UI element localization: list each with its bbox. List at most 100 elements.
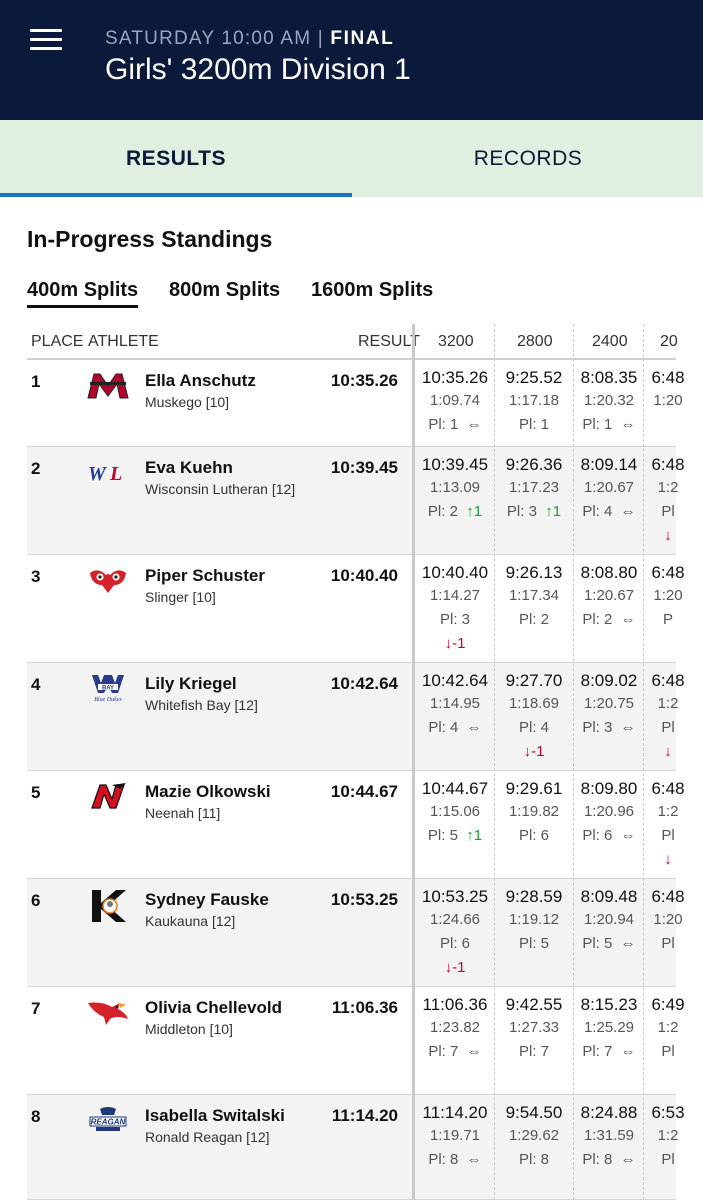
row-divider xyxy=(27,986,676,987)
result-time: 10:42.64 xyxy=(330,674,398,693)
split-place-label: Pl: 8 xyxy=(582,1151,613,1168)
cumulative-time: 9:27.70 xyxy=(505,671,563,690)
split-cell: 6:49 1:2 Pl xyxy=(628,995,703,1067)
tab-records[interactable]: RECORDS xyxy=(473,146,583,170)
cumulative-time: 8:08.35 xyxy=(580,368,638,387)
col-header-2800: 2800 xyxy=(517,333,553,350)
cumulative-time: 9:25.52 xyxy=(505,368,563,387)
athlete-name[interactable]: Sydney Fauske xyxy=(145,890,269,909)
athlete-name[interactable]: Olivia Chellevold xyxy=(145,998,282,1017)
split-cell: 9:29.61 1:19.82 Pl: 6 xyxy=(494,779,574,851)
split-place: Pl: 4 ⇔ xyxy=(569,503,649,527)
cumulative-time: 6:48 xyxy=(651,779,685,798)
split-place-label: P xyxy=(662,611,673,628)
split-place xyxy=(628,416,703,440)
row-divider xyxy=(27,662,676,663)
split-place: Pl: 7 ⇔ xyxy=(415,1043,495,1067)
row-divider xyxy=(27,554,676,555)
tab-bar: RESULTS RECORDS xyxy=(0,120,703,197)
split-tab-400m[interactable]: 400m Splits xyxy=(27,279,139,308)
cumulative-time: 9:28.59 xyxy=(505,887,563,906)
cumulative-time: 8:09.80 xyxy=(580,779,638,798)
cumulative-time: 9:29.61 xyxy=(505,779,563,798)
lap-split: 1:27.33 xyxy=(508,1019,560,1036)
split-cell: 9:26.13 1:17.34 Pl: 2 xyxy=(494,563,574,635)
event-status: FINAL xyxy=(330,28,395,49)
lap-split: 1:20.96 xyxy=(583,803,635,820)
split-place-label: Pl: 6 xyxy=(439,935,470,952)
split-cell: 6:53 1:2 Pl xyxy=(628,1103,703,1175)
svg-text:REAGAN: REAGAN xyxy=(91,1118,126,1127)
down-arrow-icon: ↓ xyxy=(664,527,672,544)
tab-results[interactable]: RESULTS xyxy=(126,146,226,170)
split-tab-800m[interactable]: 800m Splits xyxy=(169,279,281,301)
row-background xyxy=(27,879,676,987)
split-tab-1600m[interactable]: 1600m Splits xyxy=(311,279,434,301)
split-place-label: Pl: 7 xyxy=(428,1043,459,1060)
split-place-label: Pl: 7 xyxy=(582,1043,613,1060)
split-place: Pl: 1 ⇔ xyxy=(415,416,495,440)
athlete-name[interactable]: Eva Kuehn xyxy=(145,458,233,477)
split-place-label: Pl xyxy=(661,827,675,844)
table-row[interactable]: 8 REAGAN Isabella Switalski Ronald Reagan [… xyxy=(0,1095,703,1200)
lap-split: 1:09.74 xyxy=(429,392,481,409)
event-time: SATURDAY 10:00 AM | xyxy=(105,28,331,49)
split-cell: 8:09.80 1:20.96 Pl: 6 ⇔ xyxy=(569,779,649,851)
svg-text:W: W xyxy=(88,463,107,485)
split-place: Pl xyxy=(628,935,703,959)
split-cell: 6:48 1:20 Pl xyxy=(628,887,703,959)
row-background xyxy=(27,663,676,771)
athlete-name[interactable]: Ella Anschutz xyxy=(145,371,256,390)
lap-split: 1:2 xyxy=(657,1019,679,1036)
result-time: 11:06.36 xyxy=(331,998,398,1017)
athlete-name[interactable]: Lily Kriegel xyxy=(145,674,237,693)
split-cell: 6:48 1:20 P xyxy=(628,563,703,635)
col-header-athlete: ATHLETE xyxy=(88,333,159,350)
split-place-label: Pl: 6 xyxy=(518,827,549,844)
athlete-name[interactable]: Isabella Switalski xyxy=(145,1106,285,1125)
split-place: Pl: 3 ⇔ xyxy=(569,719,649,743)
split-place: Pl: 6 xyxy=(494,827,574,851)
table-row[interactable]: 2 W L Eva Kuehn Wisconsin Lutheran [12] 10:39… xyxy=(0,447,703,555)
cumulative-time: 9:26.13 xyxy=(505,563,563,582)
athlete-name[interactable]: Piper Schuster xyxy=(145,566,265,585)
split-cell: 10:35.26 1:09.74 Pl: 1 ⇔ xyxy=(415,368,495,440)
no-change-icon: ⇔ xyxy=(620,1043,636,1060)
lap-split: 1:20.94 xyxy=(583,911,635,928)
table-row[interactable]: 4 BAY Blue Dukes Lily Kriegel Whitefish Bay … xyxy=(0,663,703,771)
athlete-name[interactable]: Mazie Olkowski xyxy=(145,782,271,801)
lap-split: 1:20 xyxy=(653,587,683,604)
result-time: 11:14.20 xyxy=(331,1106,398,1125)
place-number: 7 xyxy=(31,999,41,1018)
split-place-label: Pl: 1 xyxy=(582,416,613,433)
split-cell: 8:24.88 1:31.59 Pl: 8 ⇔ xyxy=(569,1103,649,1175)
athlete-school: Neenah [11] xyxy=(145,805,221,821)
table-row[interactable]: 5 Mazie Olkowski Neenah [11] 10:44.67 10:44.… xyxy=(0,771,703,879)
split-place: Pl xyxy=(628,1151,703,1175)
table-row[interactable]: 7 Olivia Chellevold Middleton [10] 11:06.36… xyxy=(0,987,703,1095)
table-row[interactable]: 3 Piper Schuster Slinger [10] 10:40.40 10:40… xyxy=(0,555,703,663)
split-cell: 10:39.45 1:13.09 Pl: 2 ↑1 xyxy=(415,455,495,527)
lap-split: 1:20 xyxy=(653,392,683,409)
split-place-label: Pl: 5 xyxy=(582,935,613,952)
split-place-label: Pl: 3 xyxy=(582,719,613,736)
no-change-icon: ⇔ xyxy=(620,719,636,736)
table-row[interactable]: 1 Ella Anschutz Muskego [10] 10:35.26 10:35.… xyxy=(0,360,703,447)
hamburger-menu-icon[interactable] xyxy=(30,27,62,53)
row-divider xyxy=(27,1094,676,1095)
split-place-label: Pl: 7 xyxy=(518,1043,549,1060)
result-time: 10:35.26 xyxy=(330,371,398,390)
lap-split: 1:2 xyxy=(657,695,679,712)
result-time: 10:53.25 xyxy=(330,890,398,909)
split-column-divider xyxy=(643,324,644,1200)
athlete-school: Wisconsin Lutheran [12] xyxy=(145,481,296,497)
lap-split: 1:23.82 xyxy=(429,1019,481,1036)
lap-split: 1:17.18 xyxy=(508,392,560,409)
table-row[interactable]: 6 Sydney Fauske Kaukauna [12] 10:53.25 10:53… xyxy=(0,879,703,987)
svg-text:BAY: BAY xyxy=(102,686,114,692)
cumulative-time: 8:08.80 xyxy=(580,563,638,582)
split-cell: 8:09.02 1:20.75 Pl: 3 ⇔ xyxy=(569,671,649,743)
event-time-status: SATURDAY 10:00 AM | FINAL xyxy=(105,28,394,50)
svg-text:Blue Dukes: Blue Dukes xyxy=(94,697,122,703)
lap-split: 1:20 xyxy=(653,911,683,928)
